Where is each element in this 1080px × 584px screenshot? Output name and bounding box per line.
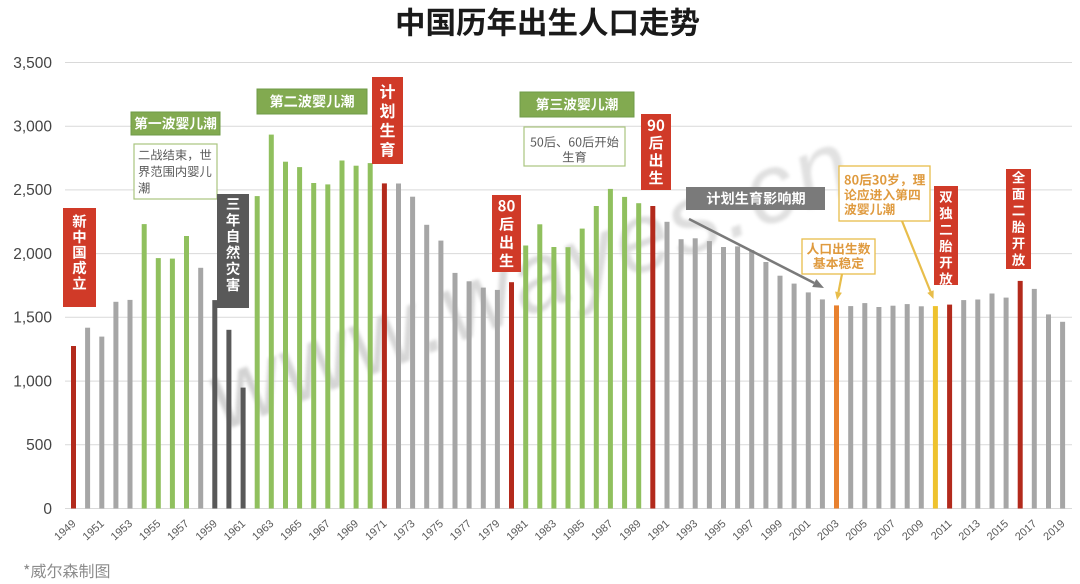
svg-text:500: 500: [26, 437, 52, 454]
svg-text:3,500: 3,500: [13, 55, 52, 72]
svg-text:3,000: 3,000: [13, 119, 52, 136]
svg-text:2,500: 2,500: [13, 182, 52, 199]
svg-text:1,500: 1,500: [13, 310, 52, 327]
svg-text:0: 0: [43, 501, 52, 518]
svg-text:2,000: 2,000: [13, 246, 52, 263]
svg-text:1,000: 1,000: [13, 373, 52, 390]
